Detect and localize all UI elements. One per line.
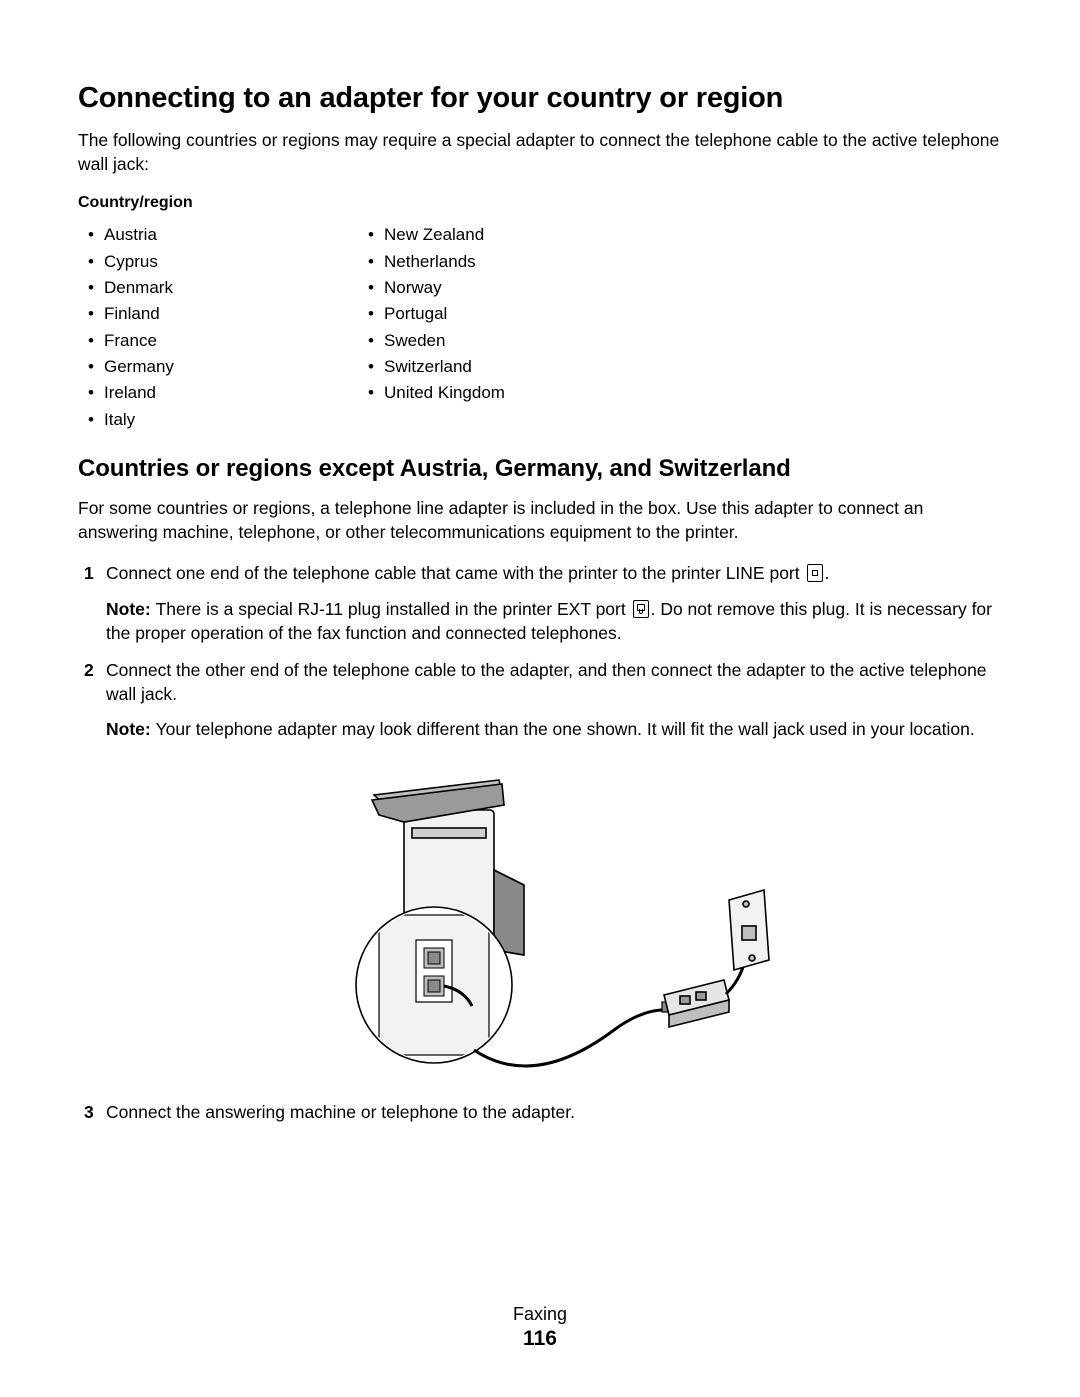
step-2-text: Connect the other end of the telephone c… [106,660,987,704]
country-item: Austria [78,222,358,248]
page-heading: Connecting to an adapter for your countr… [78,82,1002,115]
document-page: Connecting to an adapter for your countr… [0,0,1080,1397]
country-item: New Zealand [358,222,638,248]
countries-col-1: AustriaCyprusDenmarkFinlandFranceGermany… [78,222,358,433]
country-item: France [78,328,358,354]
country-item: Germany [78,354,358,380]
note-label: Note: [106,719,156,739]
country-item: Portugal [358,301,638,327]
sub-intro-paragraph: For some countries or regions, a telepho… [78,497,1002,544]
line-port-icon [807,564,823,582]
footer-page-number: 116 [0,1327,1080,1351]
step-1: Connect one end of the telephone cable t… [78,562,1002,645]
steps-list: Connect one end of the telephone cable t… [78,562,1002,1124]
country-item: United Kingdom [358,380,638,406]
countries-columns: AustriaCyprusDenmarkFinlandFranceGermany… [78,222,1002,433]
country-item: Switzerland [358,354,638,380]
note-label: Note: [106,599,156,619]
page-footer: Faxing 116 [0,1304,1080,1351]
step-2: Connect the other end of the telephone c… [78,659,1002,1087]
country-item: Italy [78,407,358,433]
step-2-note: Note: Your telephone adapter may look di… [106,718,1002,742]
country-item: Denmark [78,275,358,301]
countries-heading: Country/region [78,194,1002,212]
country-item: Netherlands [358,249,638,275]
step-1-text-a: Connect one end of the telephone cable t… [106,563,805,583]
subheading: Countries or regions except Austria, Ger… [78,455,1002,483]
country-item: Cyprus [78,249,358,275]
country-item: Finland [78,301,358,327]
step-1-text-b: . [825,563,830,583]
country-item: Sweden [358,328,638,354]
countries-col-2: New ZealandNetherlandsNorwayPortugalSwed… [358,222,638,433]
intro-paragraph: The following countries or regions may r… [78,129,1002,176]
printer-adapter-diagram-svg [324,750,784,1080]
country-item: Norway [358,275,638,301]
step-1-note-a: There is a special RJ-11 plug installed … [156,599,631,619]
country-item: Ireland [78,380,358,406]
ext-port-icon [633,600,649,618]
step-2-note-text: Your telephone adapter may look differen… [156,719,975,739]
footer-section: Faxing [0,1304,1080,1325]
step-3-text: Connect the answering machine or telepho… [106,1102,575,1122]
connection-diagram [106,750,1002,1087]
step-1-note: Note: There is a special RJ-11 plug inst… [106,598,1002,645]
step-3: Connect the answering machine or telepho… [78,1101,1002,1125]
